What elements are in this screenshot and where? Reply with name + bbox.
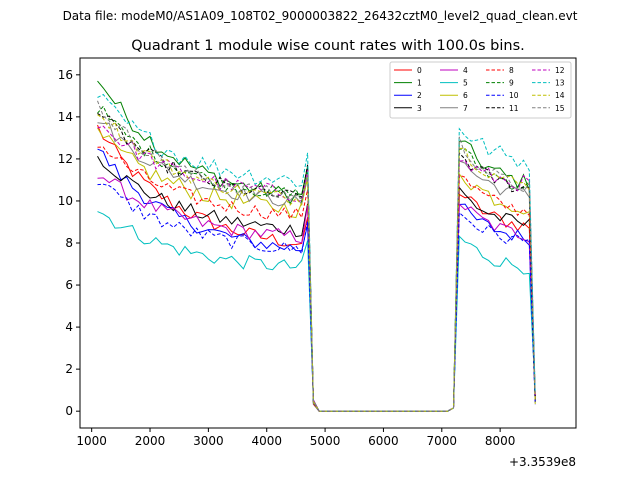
y-tick-label: 16 bbox=[58, 68, 73, 82]
series-line-8 bbox=[97, 146, 536, 412]
legend-label-7: 7 bbox=[463, 104, 468, 113]
y-tick-label: 8 bbox=[65, 236, 73, 250]
legend-label-4: 4 bbox=[463, 66, 468, 75]
y-tick-label: 10 bbox=[58, 194, 73, 208]
legend-label-13: 13 bbox=[555, 79, 565, 88]
y-tick-label: 0 bbox=[65, 404, 73, 418]
legend-label-6: 6 bbox=[463, 91, 468, 100]
x-tick-label: 4000 bbox=[251, 434, 282, 448]
y-tick-label: 6 bbox=[65, 278, 73, 292]
x-tick-label: 6000 bbox=[368, 434, 399, 448]
x-tick-label: 3000 bbox=[193, 434, 224, 448]
y-tick-label: 14 bbox=[58, 110, 73, 124]
plot-area bbox=[97, 80, 536, 412]
series-line-7 bbox=[97, 122, 536, 412]
legend-label-11: 11 bbox=[509, 104, 519, 113]
x-tick-label: 2000 bbox=[135, 434, 166, 448]
legend-label-14: 14 bbox=[555, 91, 565, 100]
legend-label-9: 9 bbox=[509, 79, 514, 88]
legend-label-8: 8 bbox=[509, 66, 514, 75]
legend-label-1: 1 bbox=[417, 79, 422, 88]
legend-label-12: 12 bbox=[555, 66, 565, 75]
x-tick-label: 1000 bbox=[76, 434, 107, 448]
y-tick-label: 4 bbox=[65, 320, 73, 334]
x-offset-label: +3.3539e8 bbox=[509, 455, 576, 469]
x-tick-label: 5000 bbox=[310, 434, 341, 448]
y-tick-label: 12 bbox=[58, 152, 73, 166]
x-axis: 1000 2000 3000 4000 5000 6000 7000 8000 bbox=[76, 428, 515, 448]
legend-label-2: 2 bbox=[417, 91, 422, 100]
legend-label-10: 10 bbox=[509, 91, 519, 100]
legend-label-5: 5 bbox=[463, 79, 468, 88]
file-suptitle: Data file: modeM0/AS1A09_108T02_90000038… bbox=[63, 9, 578, 23]
y-tick-label: 2 bbox=[65, 362, 73, 376]
chart-title: Quadrant 1 module wise count rates with … bbox=[131, 38, 525, 54]
series-line-13 bbox=[97, 93, 536, 412]
legend-box bbox=[389, 61, 572, 119]
series-line-15 bbox=[97, 100, 536, 412]
x-tick-label: 7000 bbox=[427, 434, 458, 448]
legend-label-3: 3 bbox=[417, 104, 422, 113]
y-axis: 0 2 4 6 8 10 12 14 16 bbox=[58, 68, 80, 418]
legend-label-15: 15 bbox=[555, 104, 565, 113]
legend-label-0: 0 bbox=[417, 66, 422, 75]
x-tick-label: 8000 bbox=[485, 434, 516, 448]
